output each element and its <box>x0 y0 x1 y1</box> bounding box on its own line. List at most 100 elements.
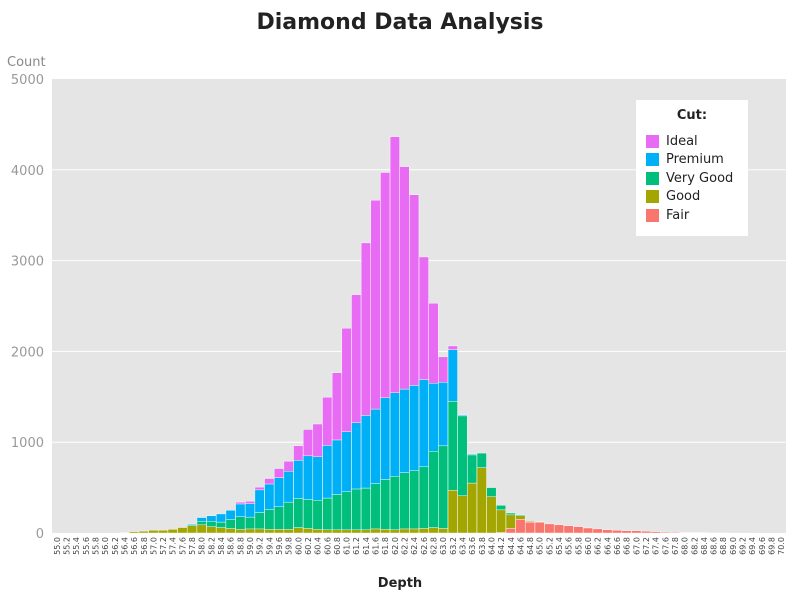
bar-very-good <box>418 466 429 529</box>
bar-premium <box>380 397 391 480</box>
bar-ideal <box>303 429 313 457</box>
bar-good <box>264 529 275 534</box>
bar-premium <box>206 515 217 522</box>
bar-fair <box>592 528 603 534</box>
bar-fair <box>525 521 535 534</box>
x-tick-label: 68.4 <box>700 537 709 555</box>
bar-good <box>177 527 188 534</box>
x-tick-label: 55.4 <box>72 537 81 555</box>
bar-good <box>187 525 197 534</box>
bar-ideal <box>322 397 333 446</box>
legend-item-ideal: Ideal <box>646 132 738 151</box>
bar-good <box>525 521 535 523</box>
bar-fair <box>515 519 526 534</box>
bar-good <box>254 528 265 534</box>
bar-very-good <box>254 512 265 530</box>
bar-premium <box>216 513 226 523</box>
x-tick-label: 68.6 <box>710 537 719 555</box>
bar-good <box>303 528 313 534</box>
legend-swatch <box>646 153 659 167</box>
x-tick-label: 57.0 <box>149 537 158 555</box>
x-tick-label: 65.4 <box>555 537 564 555</box>
chart-title: Diamond Data Analysis <box>256 10 544 35</box>
bar-very-good <box>486 487 497 497</box>
bar-premium <box>389 392 400 477</box>
bar-good <box>138 530 149 534</box>
bar-very-good <box>216 521 226 528</box>
x-tick-label: 67.0 <box>632 537 641 555</box>
bar-premium <box>245 503 255 518</box>
bar-premium <box>235 503 246 517</box>
x-tick-label: 63.6 <box>468 537 477 555</box>
x-tick-label: 64.4 <box>507 537 516 555</box>
bar-good <box>409 528 420 534</box>
x-tick-label: 69.4 <box>748 537 757 555</box>
bar-very-good <box>322 497 333 531</box>
x-tick-label: 67.2 <box>642 537 651 555</box>
x-tick-label: 56.0 <box>101 537 110 555</box>
y-tick-label: 0 <box>36 527 44 542</box>
bar-very-good <box>370 483 381 530</box>
bar-very-good <box>447 401 458 491</box>
bar-good <box>380 529 391 534</box>
bar-ideal <box>380 172 391 398</box>
x-tick-label: 70.0 <box>777 537 786 555</box>
bar-premium <box>341 431 352 492</box>
bar-ideal <box>254 486 265 491</box>
bar-very-good <box>438 445 449 529</box>
x-tick-label: 57.2 <box>159 537 168 555</box>
x-tick-label: 65.6 <box>565 537 574 555</box>
bar-good <box>418 528 429 534</box>
x-tick-label: 58.2 <box>207 537 216 555</box>
x-tick-label: 65.0 <box>536 537 545 555</box>
x-tick-label: 68.0 <box>681 537 690 555</box>
bar-very-good <box>274 506 284 530</box>
bar-premium <box>187 523 197 526</box>
bar-fair <box>612 530 622 534</box>
bar-ideal <box>331 372 342 441</box>
x-tick-label: 69.8 <box>768 537 777 555</box>
x-tick-label: 59.8 <box>285 537 294 555</box>
x-tick-label: 65.8 <box>574 537 583 555</box>
bar-very-good <box>457 415 468 496</box>
bar-good <box>389 529 400 534</box>
legend-label: Good <box>666 189 701 205</box>
x-tick-label: 58.0 <box>198 537 207 555</box>
x-axis-label: Depth <box>377 576 423 591</box>
x-tick-label: 59.6 <box>275 537 284 555</box>
x-tick-label: 67.4 <box>652 537 661 555</box>
bar-good <box>129 531 140 534</box>
bar-fair <box>544 523 555 534</box>
x-tick-label: 68.2 <box>690 537 699 555</box>
y-tick-label: 1000 <box>11 436 44 451</box>
bar-very-good <box>283 501 294 530</box>
bar-fair <box>583 527 593 534</box>
bar-ideal <box>274 468 284 478</box>
x-tick-label: 69.0 <box>729 537 738 555</box>
bar-good <box>467 482 478 534</box>
x-tick-label: 64.0 <box>487 537 496 555</box>
bar-very-good <box>476 452 487 468</box>
bar-ideal <box>418 256 429 380</box>
x-tick-label: 55.0 <box>53 537 62 555</box>
bar-premium <box>438 382 449 447</box>
bar-good <box>283 529 294 534</box>
x-tick-label: 55.8 <box>91 537 100 555</box>
bar-ideal <box>312 423 323 457</box>
bar-very-good <box>235 516 246 530</box>
bar-good <box>476 467 487 534</box>
x-tick-label: 63.8 <box>478 537 487 555</box>
x-tick-label: 63.4 <box>458 537 467 555</box>
bar-fair <box>602 529 613 534</box>
x-tick-label: 62.0 <box>391 537 400 555</box>
bar-ideal <box>341 328 352 432</box>
x-tick-label: 66.0 <box>584 537 593 555</box>
x-tick-label: 61.2 <box>352 537 361 555</box>
bar-premium <box>351 422 362 490</box>
bar-premium <box>196 517 207 522</box>
bar-premium <box>409 385 420 472</box>
bar-good <box>438 528 449 534</box>
bar-very-good <box>351 488 362 531</box>
x-tick-label: 67.8 <box>671 537 680 555</box>
